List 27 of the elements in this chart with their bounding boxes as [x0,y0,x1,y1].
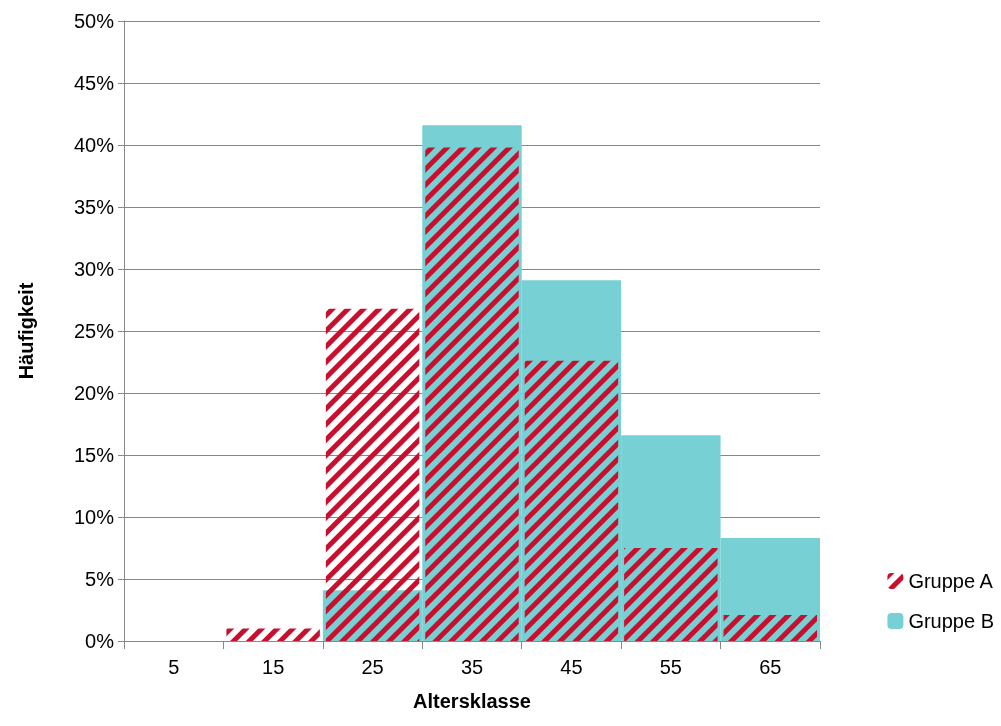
bar [624,548,718,641]
bar [226,628,320,641]
y-tick-label: 40% [73,134,115,156]
y-tick-label: 25% [73,320,115,342]
bar [524,360,619,641]
bar [723,614,818,641]
y-tick-label: 30% [73,258,115,280]
x-tick-label: 25 [361,656,384,678]
legend-label: Gruppe B [908,610,994,632]
y-tick-label: 10% [73,506,115,528]
y-tick-label: 0% [85,630,115,652]
y-axis-title: Häufigkeit [15,282,37,380]
y-tick-label: 15% [73,444,115,466]
x-axis-title: Altersklasse [413,690,531,712]
x-tick-label: 65 [759,656,782,678]
y-tick-label: 35% [73,196,115,218]
y-tick-label: 20% [73,382,115,404]
y-tick-label: 45% [73,72,115,94]
y-tick-label: 5% [85,568,115,590]
bar [325,308,420,641]
x-tick-label: 35 [460,656,484,678]
x-tick-label: 55 [659,656,682,678]
legend-label: Gruppe A [908,570,994,592]
x-tick-label: 45 [560,656,583,678]
y-tick-label: 50% [73,10,115,32]
x-tick-label: 15 [262,656,285,678]
x-tick-label: 5 [168,656,180,678]
